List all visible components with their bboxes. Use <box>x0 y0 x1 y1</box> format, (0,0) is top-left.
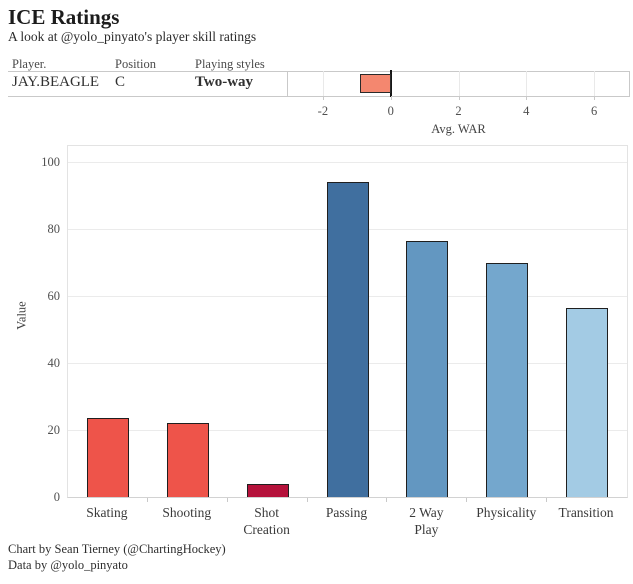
skills-bar-chart <box>67 145 628 498</box>
war-value-bar[interactable] <box>360 74 391 93</box>
x-category-label: Shooting <box>162 505 212 520</box>
war-axis-tick <box>594 96 596 100</box>
y-tick-label: 100 <box>41 155 60 169</box>
x-category-label: Shot Creation <box>243 505 290 537</box>
war-axis-tick <box>322 96 324 100</box>
y-tick-label: 60 <box>47 289 61 303</box>
x-category-label: Physicality <box>476 505 537 520</box>
war-axis-tick <box>526 96 528 100</box>
bar-transition[interactable] <box>566 307 609 497</box>
table-cell-divider <box>287 71 288 96</box>
category-axis-tick <box>466 498 468 502</box>
bar-passing[interactable] <box>326 182 369 497</box>
y-tick-label: 80 <box>47 222 61 236</box>
credit-chart-author: Chart by Sean Tierney (@ChartingHockey) <box>8 542 226 556</box>
column-header-position: Position <box>115 57 156 71</box>
war-gridline <box>458 71 460 96</box>
page-subtitle: A look at @yolo_pinyato's player skill r… <box>8 29 257 44</box>
category-axis-tick <box>226 498 228 502</box>
x-category-label: Passing <box>325 505 368 520</box>
war-zero-line <box>389 70 392 97</box>
cell-player-name: JAY.BEAGLE <box>12 74 100 90</box>
avg-war-axis-title: Avg. WAR <box>431 122 486 136</box>
x-category-label: Transition <box>558 505 614 520</box>
cell-position: C <box>115 74 126 90</box>
bar-shot-creation[interactable] <box>246 483 289 497</box>
war-tick-label: 4 <box>523 104 530 118</box>
cell-playing-style: Two-way <box>195 74 254 90</box>
bar-physicality[interactable] <box>486 262 529 497</box>
category-axis-tick <box>386 498 388 502</box>
category-axis-tick <box>146 498 148 502</box>
category-axis-tick <box>306 498 308 502</box>
bar-2-way-play[interactable] <box>406 240 449 497</box>
war-gridline <box>526 71 528 96</box>
war-tick-label: 0 <box>387 104 394 118</box>
war-axis-tick <box>390 96 392 100</box>
war-tick-label: 2 <box>455 104 462 118</box>
table-right-border <box>629 71 630 96</box>
y-tick-label: 40 <box>47 356 61 370</box>
x-category-label: 2 Way Play <box>409 505 444 537</box>
column-header-player: Player. <box>12 57 47 71</box>
war-tick-label: 6 <box>590 104 598 118</box>
y-tick-label: 20 <box>47 423 61 437</box>
bar-skating[interactable] <box>86 418 129 497</box>
war-tick-label: -2 <box>317 104 329 118</box>
y-tick-label: 0 <box>53 490 60 504</box>
column-header-playing-styles: Playing styles <box>195 57 265 71</box>
gridline <box>68 161 627 163</box>
war-gridline <box>594 71 596 96</box>
x-category-label: Skating <box>86 505 128 520</box>
page-title: ICE Ratings <box>8 5 120 29</box>
bar-shooting[interactable] <box>166 423 209 497</box>
table-row-divider <box>8 96 630 97</box>
credit-data-author: Data by @yolo_pinyato <box>8 558 128 572</box>
war-gridline <box>322 71 324 96</box>
category-axis-tick <box>546 498 548 502</box>
avg-war-strip-chart <box>289 70 628 97</box>
table-header-divider <box>8 71 630 72</box>
war-axis-tick <box>458 96 460 100</box>
